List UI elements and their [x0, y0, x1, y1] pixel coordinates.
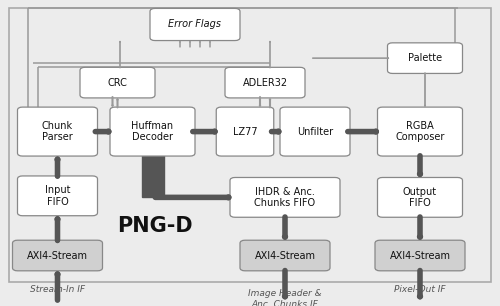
FancyBboxPatch shape: [18, 107, 98, 156]
FancyBboxPatch shape: [18, 176, 98, 216]
Text: LZ77: LZ77: [232, 127, 258, 136]
Text: RGBA
Composer: RGBA Composer: [396, 121, 444, 142]
Text: Chunk
Parser: Chunk Parser: [42, 121, 73, 142]
FancyBboxPatch shape: [9, 8, 491, 282]
Text: AXI4-Stream: AXI4-Stream: [390, 251, 450, 260]
FancyBboxPatch shape: [230, 177, 340, 217]
Text: Unfilter: Unfilter: [297, 127, 333, 136]
Text: ADLER32: ADLER32: [242, 78, 288, 88]
FancyBboxPatch shape: [80, 67, 155, 98]
Text: IHDR & Anc.
Chunks FIFO: IHDR & Anc. Chunks FIFO: [254, 187, 316, 208]
Text: AXI4-Stream: AXI4-Stream: [27, 251, 88, 260]
Polygon shape: [142, 153, 164, 197]
FancyBboxPatch shape: [12, 240, 102, 271]
Text: AXI4-Stream: AXI4-Stream: [254, 251, 316, 260]
Text: Input
FIFO: Input FIFO: [45, 185, 70, 207]
FancyBboxPatch shape: [280, 107, 350, 156]
FancyBboxPatch shape: [240, 240, 330, 271]
FancyBboxPatch shape: [378, 177, 462, 217]
Text: Error Flags: Error Flags: [168, 20, 222, 29]
Text: CRC: CRC: [108, 78, 128, 88]
FancyBboxPatch shape: [110, 107, 195, 156]
Text: Stream-In IF: Stream-In IF: [30, 285, 85, 294]
FancyBboxPatch shape: [225, 67, 305, 98]
FancyBboxPatch shape: [375, 240, 465, 271]
Text: Palette: Palette: [408, 53, 442, 63]
FancyBboxPatch shape: [378, 107, 462, 156]
Text: Image Header &
Anc. Chunks IF: Image Header & Anc. Chunks IF: [248, 289, 322, 306]
Text: Pixel-Out IF: Pixel-Out IF: [394, 285, 446, 294]
FancyBboxPatch shape: [388, 43, 462, 73]
FancyBboxPatch shape: [150, 8, 240, 40]
Text: Output
FIFO: Output FIFO: [403, 187, 437, 208]
Text: PNG-D: PNG-D: [117, 216, 193, 237]
Text: Huffman
Decoder: Huffman Decoder: [132, 121, 173, 142]
FancyBboxPatch shape: [216, 107, 274, 156]
